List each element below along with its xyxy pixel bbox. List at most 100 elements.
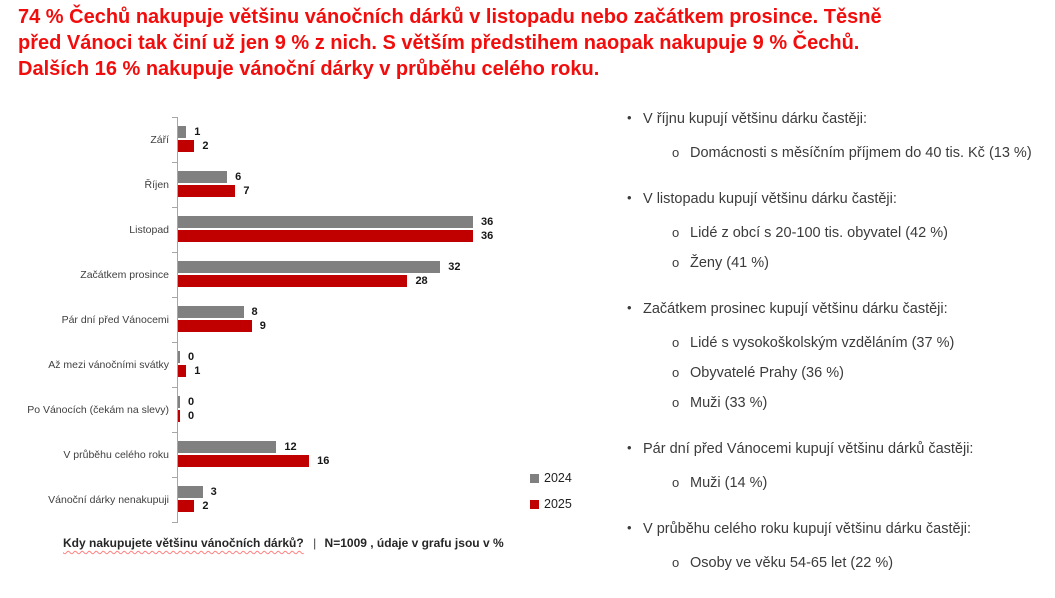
bar-value-2025: 2 — [202, 500, 209, 512]
chart-category-label: Pár dní před Vánocemi — [61, 313, 169, 326]
bar-value-2024: 8 — [251, 306, 258, 318]
legend-label: 2024 — [544, 471, 572, 485]
bar-row-2025: 2 — [178, 500, 217, 512]
chart-category-label: Říjen — [144, 178, 169, 191]
bar-value-2024: 0 — [188, 351, 195, 363]
chart-category-label: Listopad — [129, 223, 169, 236]
circle-bullet-icon: o — [672, 335, 680, 350]
legend-item-2024: 2024 — [530, 471, 572, 485]
bar-value-2025: 36 — [481, 230, 494, 242]
bar-2025 — [178, 140, 195, 152]
bar-2025 — [178, 275, 408, 287]
legend-item-2025: 2025 — [530, 497, 572, 511]
chart-category-row: Září 1 2 — [63, 117, 603, 162]
bar-row-2025: 2 — [178, 140, 209, 152]
bar-row-2025: 9 — [178, 320, 266, 332]
axis-tick — [172, 387, 177, 388]
circle-bullet-icon: o — [672, 555, 680, 570]
bullet-group-title-text: V průběhu celého roku kupují většinu dár… — [643, 521, 972, 537]
bullet-sub-item-text: Osoby ve věku 54-65 let (22 %) — [690, 555, 894, 571]
axis-tick — [172, 297, 177, 298]
bullet-sub-item: o Muži (33 %) — [622, 392, 1054, 414]
bullet-group-title: • Pár dní před Vánocemi kupují většinu dá… — [622, 438, 1054, 460]
bullet-icon: • — [627, 440, 632, 455]
bullet-sub-item: o Osoby ve věku 54-65 let (22 %) — [622, 552, 1054, 574]
chart-category-label: Září — [150, 133, 169, 146]
y-axis-line — [177, 117, 178, 523]
bullet-group-title: • V průběhu celého roku kupují většinu dá… — [622, 518, 1054, 540]
bullet-icon: • — [627, 520, 632, 535]
bullet-group: • V říjnu kupují většinu dárku častěji: o D… — [622, 108, 1054, 164]
footnote-meta: N=1009 , údaje v grafu jsou v % — [324, 536, 504, 550]
chart-category-label: Vánoční dárky nenakupuji — [48, 493, 169, 506]
bullet-icon: • — [627, 190, 632, 205]
bar-2025 — [178, 230, 473, 242]
bar-row-2024: 6 — [178, 171, 249, 183]
bar-value-2024: 6 — [235, 171, 242, 183]
circle-bullet-icon: o — [672, 255, 680, 270]
circle-bullet-icon: o — [672, 365, 680, 380]
bar-row-2025: 0 — [178, 410, 194, 422]
chart-category-label: V průběhu celého roku — [63, 448, 169, 461]
legend-swatch-icon — [530, 473, 539, 483]
chart-category-row: Po Vánocích (čekám na slevy) 0 0 — [27, 387, 603, 432]
bar-2024 — [178, 171, 228, 183]
bar-row-2025: 28 — [178, 275, 460, 287]
bullet-group-title: • Začátkem prosinec kupují většinu dárku … — [622, 298, 1054, 320]
footnote-question: Kdy nakupujete většinu vánočních dárků? — [63, 536, 304, 550]
circle-bullet-icon: o — [672, 475, 680, 490]
chart-category-row: Pár dní před Vánocemi 8 9 — [61, 297, 603, 342]
bullet-sub-item-text: Muži (33 %) — [690, 395, 768, 411]
bar-value-2025: 28 — [415, 275, 428, 287]
chart-footnote: Kdy nakupujete většinu vánočních dárků? … — [63, 536, 504, 550]
axis-tick — [172, 252, 177, 253]
legend-swatch-icon — [530, 499, 539, 509]
bar-chart: Září 1 2 Říjen 6 7 Listopad 36 36 Začátkem prosin… — [27, 117, 603, 523]
bar-value-2024: 12 — [284, 441, 297, 453]
chart-category-row: Listopad 36 36 — [63, 207, 603, 252]
bar-row-2025: 36 — [178, 230, 493, 242]
bar-2024 — [178, 126, 187, 138]
bullet-group-title-text: Pár dní před Vánocemi kupují většinu dár… — [643, 441, 974, 457]
bar-value-2024: 3 — [210, 486, 217, 498]
bar-value-2024: 32 — [448, 261, 461, 273]
chart-category-row: Vánoční dárky nenakupuji 3 2 — [48, 477, 603, 522]
bullet-group: • V průběhu celého roku kupují většinu dá… — [622, 518, 1054, 574]
bar-2025 — [178, 410, 180, 422]
bar-value-2025: 16 — [317, 455, 330, 467]
bullet-sub-item: o Domácnosti s měsíčním příjmem do 40 tis… — [622, 142, 1054, 164]
bar-row-2025: 16 — [178, 455, 329, 467]
annotations-panel: • V říjnu kupují většinu dárku častěji: o D… — [622, 108, 1054, 598]
chart-category-row: Začátkem prosince 32 28 — [63, 252, 603, 297]
bar-row-2024: 0 — [178, 396, 194, 408]
bar-2024 — [178, 306, 244, 318]
bar-value-2024: 36 — [481, 216, 494, 228]
bar-2025 — [178, 500, 195, 512]
axis-tick — [172, 342, 177, 343]
chart-category-label: Po Vánocích (čekám na slevy) — [27, 403, 169, 416]
bar-2024 — [178, 441, 277, 453]
chart-category-label: Začátkem prosince — [80, 268, 169, 281]
bar-value-2024: 0 — [188, 396, 195, 408]
bullet-sub-item: o Lidé z obcí s 20-100 tis. obyvatel (42 … — [622, 222, 1054, 244]
chart-category-row: V průběhu celého roku 12 16 — [63, 432, 603, 477]
bar-value-2025: 2 — [202, 140, 209, 152]
bar-pair: 36 36 — [178, 216, 493, 242]
bullet-group: • Začátkem prosinec kupují většinu dárku … — [622, 298, 1054, 414]
bar-2025 — [178, 185, 236, 197]
slide-title-line-2: před Vánoci tak činí už jen 9 % z nich. … — [18, 32, 860, 54]
bar-row-2025: 7 — [178, 185, 249, 197]
bar-row-2024: 1 — [178, 126, 209, 138]
circle-bullet-icon: o — [672, 145, 680, 160]
bar-row-2024: 32 — [178, 261, 460, 273]
bar-value-2025: 7 — [243, 185, 250, 197]
bar-row-2024: 3 — [178, 486, 217, 498]
slide-title-line-1: 74 % Čechů nakupuje většinu vánočních dá… — [18, 6, 882, 28]
bar-pair: 12 16 — [178, 441, 329, 467]
axis-tick — [172, 207, 177, 208]
bullet-sub-item: o Lidé s vysokoškolským vzděláním (37 %) — [622, 332, 1054, 354]
